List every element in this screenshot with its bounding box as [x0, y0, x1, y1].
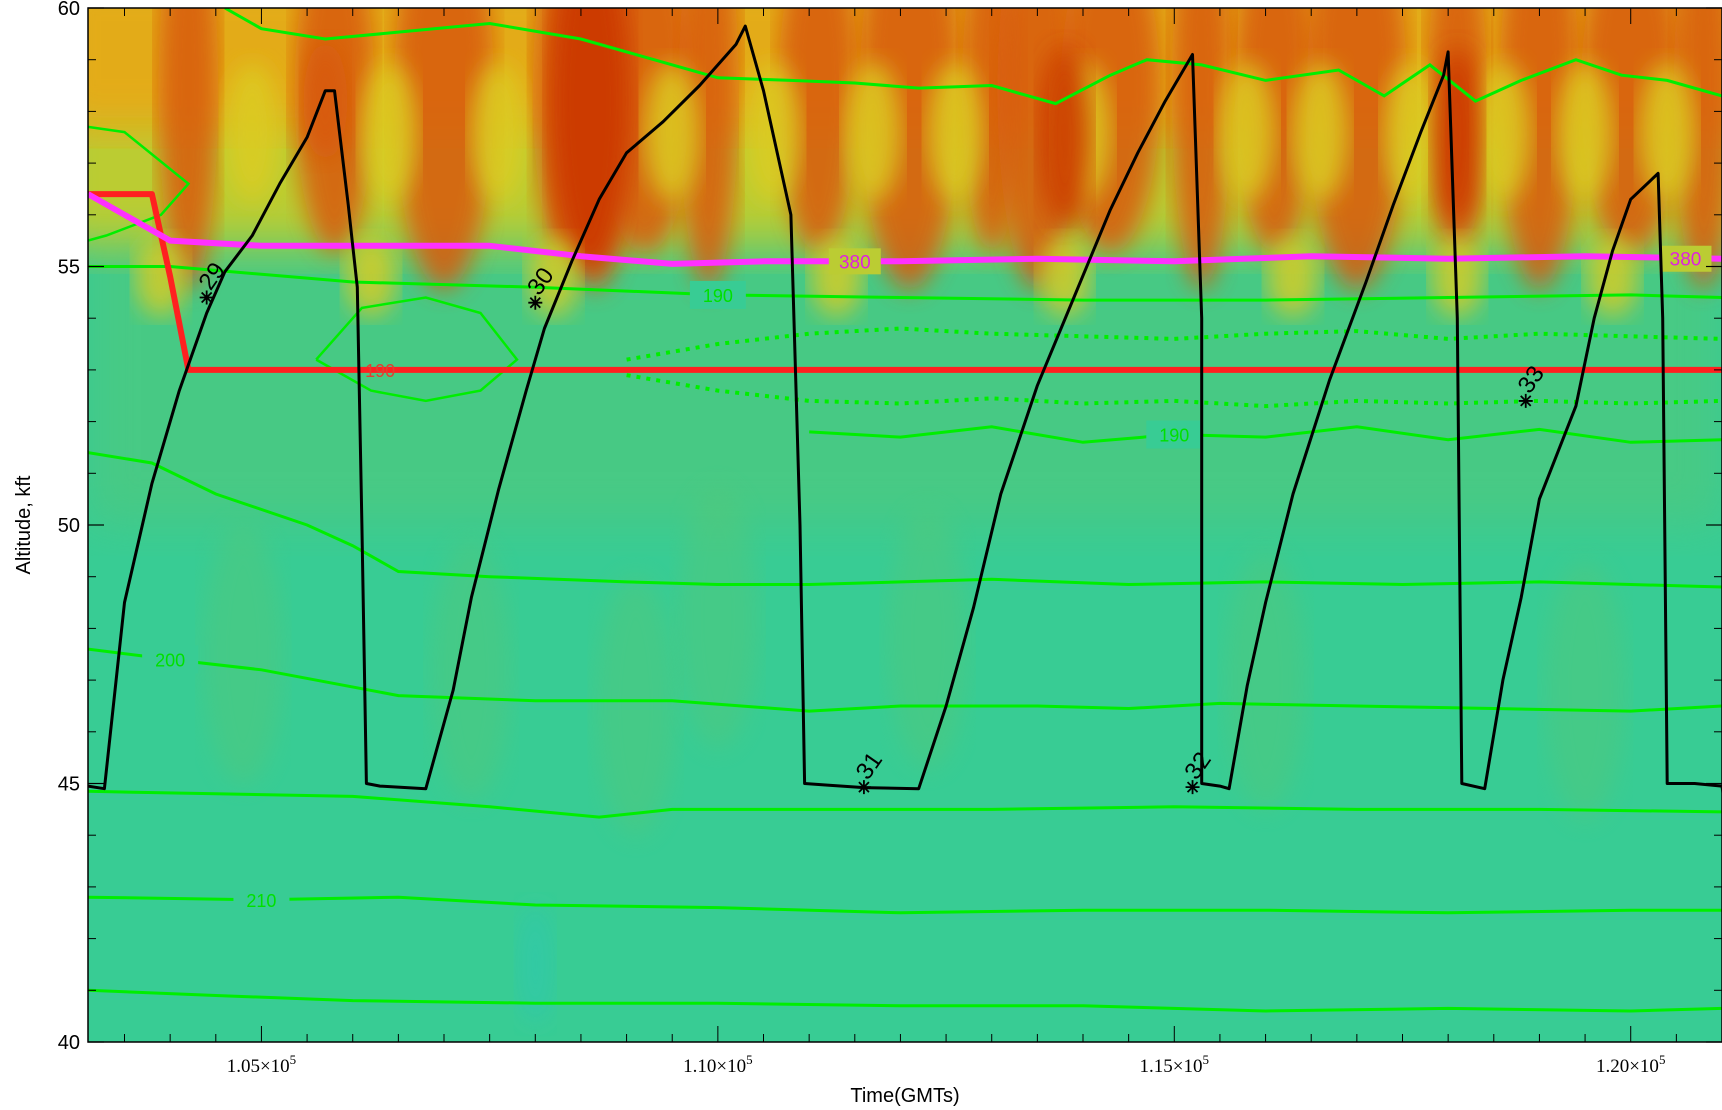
- isentrope-380-line: [88, 191, 1722, 267]
- temperature-contour-line: [88, 895, 1722, 915]
- isentrope-label-gap: [1659, 245, 1712, 272]
- temperature-contour-loop: [88, 125, 191, 242]
- x-axis-label: Time(GMTs): [850, 1085, 959, 1107]
- heatmap-pocket: [1292, 62, 1349, 203]
- heatmap-pocket: [224, 62, 281, 203]
- contour-label-gap: [233, 885, 290, 914]
- temperature-contours: 190 190 200 210: [88, 8, 1722, 1013]
- heatmap-variation: [887, 508, 968, 769]
- contour-label-gap: [689, 280, 746, 309]
- heatmap-variation: [1225, 550, 1306, 811]
- heatmap-streak: [158, 8, 219, 291]
- pointer-marker-asterisk: [856, 780, 871, 795]
- isentrope-label: 380: [1670, 250, 1702, 271]
- heatmap-variation: [431, 539, 512, 800]
- heatmap-pocket: [927, 62, 984, 203]
- temperature-contour-line: [809, 425, 1722, 444]
- contour-label-gap: [1146, 420, 1203, 449]
- temperature-contour-line: [88, 789, 1722, 819]
- pointer-marker-asterisk: [199, 290, 214, 305]
- temperature-contour-loop: [315, 296, 519, 403]
- heatmap-hotspot: [303, 41, 348, 162]
- isentrope-label: 380: [839, 252, 871, 273]
- heatmap-variation: [677, 488, 758, 749]
- x-tick-label: 1.20×105: [1596, 1052, 1665, 1077]
- heatmap-hotspot: [550, 8, 631, 272]
- heatmap-dip: [1266, 236, 1319, 317]
- heatmap-pocket: [1639, 62, 1696, 203]
- heatmap-streak: [1171, 8, 1232, 291]
- y-tick-label: 50: [58, 515, 80, 537]
- temperature-contour-label: 200: [155, 650, 185, 670]
- heatmap-pocket: [1557, 62, 1614, 203]
- y-tick-label: 40: [58, 1032, 80, 1054]
- heatmap-variation: [203, 524, 284, 785]
- heatmap-variation: [1545, 560, 1626, 821]
- isentrope-label-gap: [828, 248, 881, 275]
- pointer-marker-asterisk: [1518, 393, 1533, 408]
- contour-label-gap: [142, 645, 199, 674]
- y-tick-label: 55: [58, 257, 80, 279]
- tropopause-line-label: 190: [365, 361, 395, 381]
- heatmap-hotspot: [1038, 47, 1091, 228]
- heatmap-pocket: [1219, 62, 1276, 203]
- flight-altitude-line: [88, 24, 1722, 797]
- pointer-marker-asterisk: [1185, 780, 1200, 795]
- y-tick-label: 60: [58, 0, 80, 20]
- x-tick-label: 1.15×105: [1140, 1052, 1209, 1077]
- heatmap-hotspot: [1433, 47, 1482, 228]
- heatmap-streak: [778, 8, 859, 254]
- x-tick-label: 1.10×105: [683, 1052, 752, 1077]
- temperature-contour-label: 210: [246, 891, 276, 911]
- y-axis-label: Altitude, kft: [13, 475, 35, 574]
- temperature-contour-line: [88, 265, 1722, 302]
- temperature-contour-line: [88, 647, 1722, 713]
- x-tick-label: 1.05×105: [227, 1052, 296, 1077]
- temperature-contour-label: 190: [1159, 426, 1189, 446]
- heatmap-pocket: [361, 62, 418, 203]
- temperature-contour-line: [88, 451, 1722, 589]
- heatmap-pocket: [1383, 62, 1440, 203]
- axes: 40 45 50 55 60 1.05×105 1.10×105 1.15×105 1.20×1…: [58, 0, 1722, 1077]
- heatmap-variation: [595, 575, 676, 836]
- pointer-marker-asterisk: [528, 295, 543, 310]
- heatmap-pocket: [845, 62, 902, 203]
- temperature-contour-line: [88, 988, 1722, 1013]
- y-tick-label: 45: [58, 774, 80, 796]
- heatmap-pocket: [470, 62, 527, 203]
- temperature-contour-line: [224, 8, 1722, 106]
- heatmap-streak: [1673, 8, 1722, 291]
- temperature-contour-label: 190: [703, 286, 733, 306]
- tropopause-line: [88, 191, 1722, 373]
- heatmap-cool-spot: [517, 904, 554, 1025]
- heatmap-pocket: [1474, 62, 1531, 203]
- overlay-lines: 190 380 380: [88, 24, 1722, 797]
- heatmap-streak: [394, 8, 494, 291]
